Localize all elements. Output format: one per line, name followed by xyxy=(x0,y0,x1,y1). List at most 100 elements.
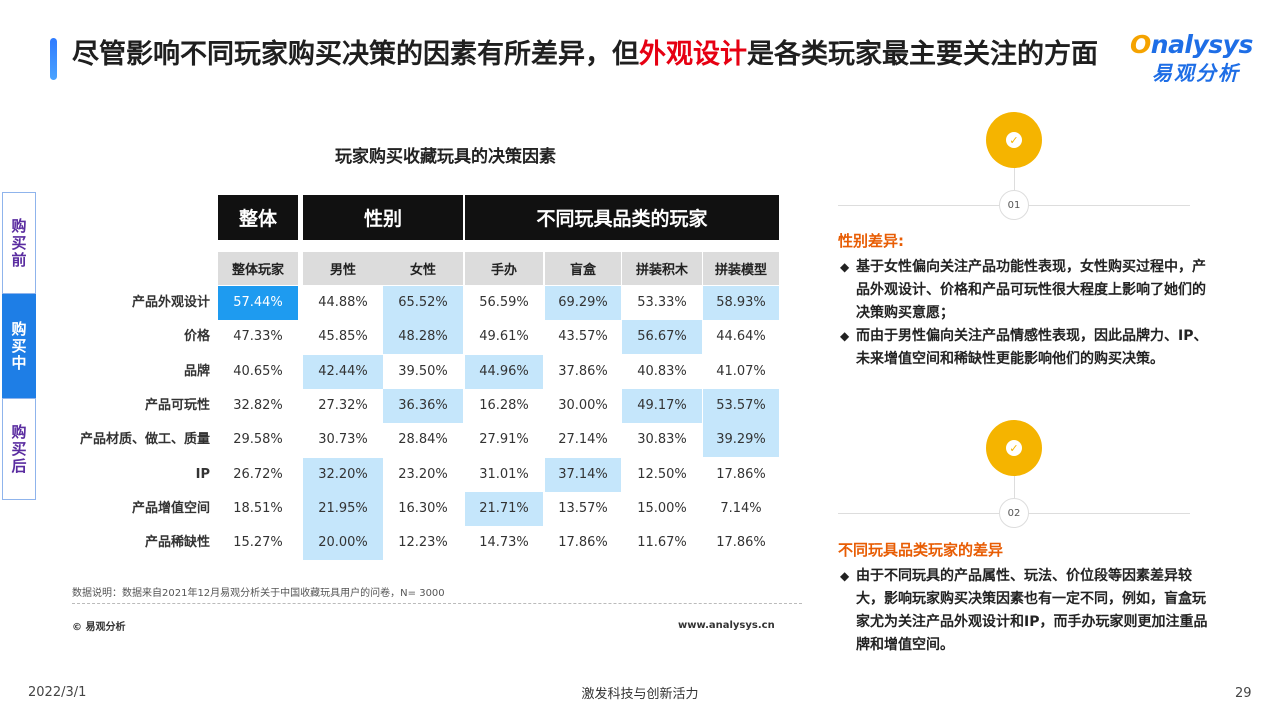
tab-during-purchase[interactable]: 购买中 xyxy=(2,294,36,398)
column-header: 手办 xyxy=(465,252,543,285)
table-cell: 49.61% xyxy=(479,329,529,344)
table-cell: 36.36% xyxy=(383,389,463,423)
table-cell: 44.96% xyxy=(465,355,543,389)
title-accent-bar xyxy=(50,38,57,80)
column-header: 女性 xyxy=(383,252,463,285)
table-cell: 12.23% xyxy=(398,535,448,550)
row-label: 产品增值空间 xyxy=(131,501,210,516)
table-cell: 32.82% xyxy=(233,398,283,413)
table-cell: 14.73% xyxy=(479,535,529,550)
table-cell: 20.00% xyxy=(303,526,383,560)
row-label: 产品可玩性 xyxy=(144,398,210,413)
table-cell: 30.73% xyxy=(318,432,368,447)
table-cell: 65.52% xyxy=(383,286,463,320)
table-cell: 48.28% xyxy=(383,320,463,354)
page-number: 29 xyxy=(1235,686,1252,701)
table-cell: 17.86% xyxy=(558,535,608,550)
table-cell: 43.57% xyxy=(558,329,608,344)
table-cell: 15.27% xyxy=(233,535,283,550)
table-cell: 28.84% xyxy=(398,432,448,447)
table-cell: 18.51% xyxy=(233,501,283,516)
table-cell: 30.83% xyxy=(637,432,687,447)
bullet-gender-1: 基于女性偏向关注产品功能性表现，女性购买过程中，产品外观设计、价格和产品可玩性很… xyxy=(840,256,1210,325)
table-cell: 16.30% xyxy=(398,501,448,516)
table-cell: 39.29% xyxy=(703,423,779,457)
table-cell: 31.01% xyxy=(479,467,529,482)
column-header: 拼装积木 xyxy=(622,252,702,285)
table-cell: 44.88% xyxy=(318,295,368,310)
step-number-01: 01 xyxy=(999,190,1029,220)
section-heading-gender: 性别差异: xyxy=(838,232,904,250)
table-cell: 11.67% xyxy=(637,535,687,550)
table-cell: 17.86% xyxy=(716,467,766,482)
column-header: 男性 xyxy=(303,252,383,285)
page-title: 尽管影响不同玩家购买决策的因素有所差异，但外观设计是各类玩家最主要关注的方面 xyxy=(72,39,1098,70)
table-cell: 41.07% xyxy=(716,364,766,379)
table-cell: 27.91% xyxy=(479,432,529,447)
divider xyxy=(72,603,802,604)
table-cell: 53.33% xyxy=(637,295,687,310)
table-cell: 58.93% xyxy=(703,286,779,320)
table-cell: 44.64% xyxy=(716,329,766,344)
table-cell: 21.71% xyxy=(465,492,543,526)
column-header: 整体玩家 xyxy=(218,252,298,285)
row-label: 产品材质、做工、质量 xyxy=(79,432,210,447)
table-cell: 49.17% xyxy=(622,389,702,423)
check-circle-icon: ✓ xyxy=(986,420,1042,476)
table-cell: 47.33% xyxy=(233,329,283,344)
tab-before-purchase[interactable]: 购买前 xyxy=(2,192,36,294)
column-header: 盲盒 xyxy=(545,252,621,285)
table-cell: 7.14% xyxy=(720,501,762,516)
table-cell: 45.85% xyxy=(318,329,368,344)
table-cell: 56.59% xyxy=(479,295,529,310)
data-note: 数据说明：数据来自2021年12月易观分析关于中国收藏玩具用户的问卷，N= 30… xyxy=(72,588,445,599)
table-cell: 27.32% xyxy=(318,398,368,413)
table-cell: 15.00% xyxy=(637,501,687,516)
section-heading-category: 不同玩具品类玩家的差异 xyxy=(838,541,1004,559)
side-tabs: 购买前 购买中 购买后 xyxy=(2,192,38,500)
footer-slogan: 激发科技与创新活力 xyxy=(581,687,699,702)
table-cell: 23.20% xyxy=(398,467,448,482)
copyright: © 易观分析 xyxy=(72,622,126,633)
table-cell: 27.14% xyxy=(558,432,608,447)
row-label: 产品外观设计 xyxy=(131,295,210,310)
table-cell: 39.50% xyxy=(398,364,448,379)
table-cell: 17.86% xyxy=(716,535,766,550)
column-header: 拼装模型 xyxy=(703,252,779,285)
table-cell: 26.72% xyxy=(233,467,283,482)
row-label: 产品稀缺性 xyxy=(144,535,210,550)
group-header: 性别 xyxy=(303,195,463,240)
row-label: IP xyxy=(195,467,210,482)
table-cell: 37.14% xyxy=(545,458,621,492)
table-cell: 57.44% xyxy=(218,286,298,320)
analysys-logo: Onalysys 易观分析 xyxy=(1130,30,1253,85)
bullet-category-1: 由于不同玩具的产品属性、玩法、价位段等因素差异较大，影响玩家购买决策因素也有一定… xyxy=(840,565,1210,657)
table-cell: 37.86% xyxy=(558,364,608,379)
bullet-gender-2: 而由于男性偏向关注产品情感性表现，因此品牌力、IP、未来增值空间和稀缺性更能影响… xyxy=(840,325,1210,371)
title-highlight: 外观设计 xyxy=(639,39,747,70)
table-cell: 12.50% xyxy=(637,467,687,482)
row-label: 品牌 xyxy=(183,364,210,379)
table-title: 玩家购买收藏玩具的决策因素 xyxy=(335,147,556,167)
table-cell: 21.95% xyxy=(303,492,383,526)
table-cell: 16.28% xyxy=(479,398,529,413)
table-cell: 56.67% xyxy=(622,320,702,354)
table-cell: 29.58% xyxy=(233,432,283,447)
table-cell: 13.57% xyxy=(558,501,608,516)
step-number-02: 02 xyxy=(999,498,1029,528)
table-cell: 53.57% xyxy=(703,389,779,423)
table-cell: 40.83% xyxy=(637,364,687,379)
table-cell: 40.65% xyxy=(233,364,283,379)
check-circle-icon: ✓ xyxy=(986,112,1042,168)
timeline-connector xyxy=(1014,168,1015,190)
table-cell: 69.29% xyxy=(545,286,621,320)
group-header: 不同玩具品类的玩家 xyxy=(465,195,779,240)
table-cell: 30.00% xyxy=(558,398,608,413)
timeline-connector xyxy=(1014,476,1015,498)
website-url: www.analysys.cn xyxy=(678,620,775,631)
group-header: 整体 xyxy=(218,195,298,240)
table-cell: 42.44% xyxy=(303,355,383,389)
tab-after-purchase[interactable]: 购买后 xyxy=(2,398,36,500)
footer-date: 2022/3/1 xyxy=(28,685,87,700)
table-cell: 32.20% xyxy=(303,458,383,492)
